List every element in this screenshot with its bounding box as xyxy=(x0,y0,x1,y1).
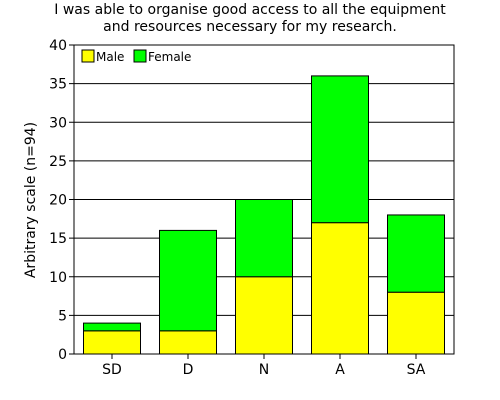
y-tick-label: 35 xyxy=(49,77,67,93)
x-tick-label: N xyxy=(259,362,269,378)
y-tick-label: 20 xyxy=(49,193,67,209)
legend-swatch-male xyxy=(81,49,95,63)
legend-label-male: Male xyxy=(96,50,124,64)
tick-labels: 0 5 10 15 20 25 30 35 40 SD D N A SA xyxy=(49,38,426,378)
bar-male-sd xyxy=(83,330,141,355)
bar-male-n xyxy=(235,276,293,355)
y-tick-label: 10 xyxy=(49,270,67,286)
legend: Male Female xyxy=(81,49,191,64)
y-tick-label: 15 xyxy=(49,231,67,247)
x-tick-label: D xyxy=(183,362,194,378)
legend-swatch-female xyxy=(133,49,147,63)
y-tick-label: 25 xyxy=(49,154,67,170)
bars xyxy=(83,75,445,355)
bar-female-n xyxy=(235,199,293,278)
bar-female-d xyxy=(159,229,217,332)
bar-female-a xyxy=(311,75,369,224)
chart-title-line-1: I was able to organise good access to al… xyxy=(54,2,446,18)
y-axis-label: Arbitrary scale (n=94) xyxy=(23,122,39,278)
x-tick-label: SD xyxy=(102,362,122,378)
y-tick-label: 30 xyxy=(49,115,67,131)
axes xyxy=(69,44,455,359)
bar-male-a xyxy=(311,222,369,355)
chart-title-line-2: and resources necessary for my research. xyxy=(103,19,397,35)
bar-male-sa xyxy=(387,291,445,355)
x-tick-label: SA xyxy=(407,362,426,378)
plot-frame xyxy=(73,44,455,355)
bar-female-sa xyxy=(387,214,445,293)
y-tick-label: 0 xyxy=(58,347,67,363)
x-tick-label: A xyxy=(335,362,345,378)
y-tick-label: 5 xyxy=(58,308,67,324)
legend-label-female: Female xyxy=(148,50,191,64)
bar-male-d xyxy=(159,330,217,355)
y-tick-label: 40 xyxy=(49,38,67,54)
bar-female-sd xyxy=(83,322,141,332)
